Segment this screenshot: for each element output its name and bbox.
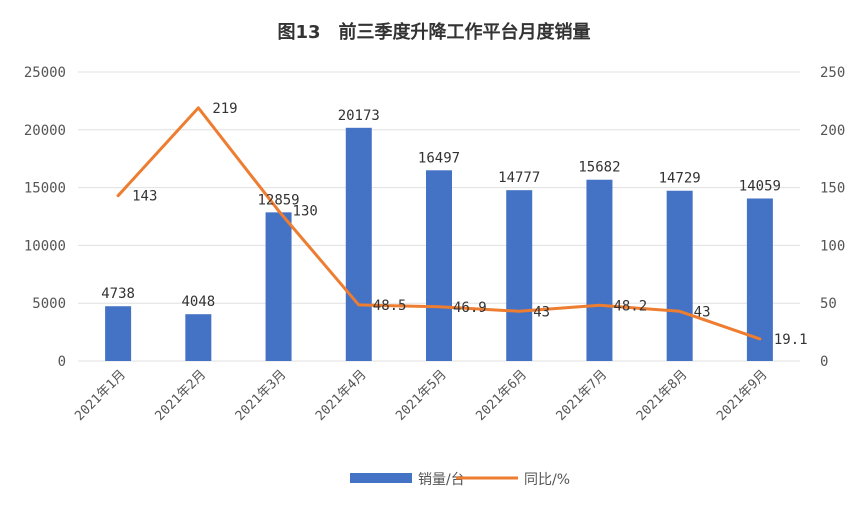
bar	[506, 190, 533, 361]
line-data-label: 46.9	[453, 300, 487, 316]
line-data-label: 48.5	[373, 298, 407, 314]
bar-data-label: 16497	[418, 150, 460, 166]
bar	[426, 170, 452, 361]
y-left-tick-label: 25000	[24, 65, 66, 81]
bar	[185, 314, 212, 361]
line-data-label: 219	[212, 101, 237, 117]
y-right-tick-label: 50	[820, 296, 837, 312]
bar-series	[105, 127, 773, 362]
line-data-label: 43	[533, 304, 550, 320]
y-left-tick-label: 20000	[24, 123, 66, 139]
bar-data-label: 4048	[181, 294, 215, 310]
y-right-tick-label: 0	[820, 354, 828, 370]
line-data-label: 143	[132, 189, 157, 205]
data-labels: 4738 4048 12859 20173 16497 14777 15682 14729 14…	[101, 101, 807, 348]
bar-data-label: 12859	[257, 192, 299, 208]
bar-data-label: 15682	[578, 160, 620, 176]
bar-data-label: 14729	[659, 171, 701, 187]
bar	[105, 306, 132, 361]
chart-title: 图13 前三季度升降工作平台月度销量	[277, 21, 590, 43]
x-tick-label: 2021年9月	[714, 367, 771, 424]
x-tick-label: 2021年7月	[554, 367, 611, 424]
line-series	[116, 106, 762, 341]
bar-data-label: 14777	[498, 170, 540, 186]
bar	[666, 190, 693, 361]
y-right-tick-label: 250	[820, 65, 845, 81]
y-left-tick-label: 5000	[32, 296, 66, 312]
bar	[586, 179, 613, 361]
line-data-label: 130	[293, 204, 318, 220]
x-tick-label: 2021年1月	[72, 367, 129, 424]
y-right-tick-label: 100	[820, 238, 845, 254]
x-tick-label: 2021年3月	[233, 367, 290, 424]
line-data-label: 19.1	[774, 332, 808, 348]
y-right-tick-label: 150	[820, 181, 845, 197]
y-left-tick-label: 15000	[24, 181, 66, 197]
bar-data-label: 14059	[739, 178, 781, 194]
x-tick-label: 2021年6月	[473, 367, 530, 424]
bar-data-label: 4738	[101, 286, 135, 302]
y-left-tick-label: 0	[58, 354, 66, 370]
y-left-tick-label: 10000	[24, 238, 66, 254]
legend-bar-label: 销量/台	[418, 472, 465, 488]
bar	[345, 127, 372, 362]
line-data-label: 48.2	[613, 298, 647, 314]
x-tick-label: 2021年2月	[152, 367, 209, 424]
bar-data-label: 20173	[338, 108, 380, 124]
bar	[265, 212, 292, 361]
legend: 销量/台 同比/%	[350, 472, 570, 488]
y-right-tick-label: 200	[820, 123, 845, 139]
x-tick-label: 2021年4月	[313, 367, 370, 424]
line-data-label: 43	[694, 304, 711, 320]
legend-bar-swatch	[350, 473, 412, 483]
line-path	[116, 106, 762, 341]
legend-line-label: 同比/%	[524, 472, 570, 488]
x-tick-label: 2021年8月	[634, 367, 691, 424]
bar	[746, 198, 773, 361]
x-tick-label: 2021年5月	[393, 367, 450, 424]
